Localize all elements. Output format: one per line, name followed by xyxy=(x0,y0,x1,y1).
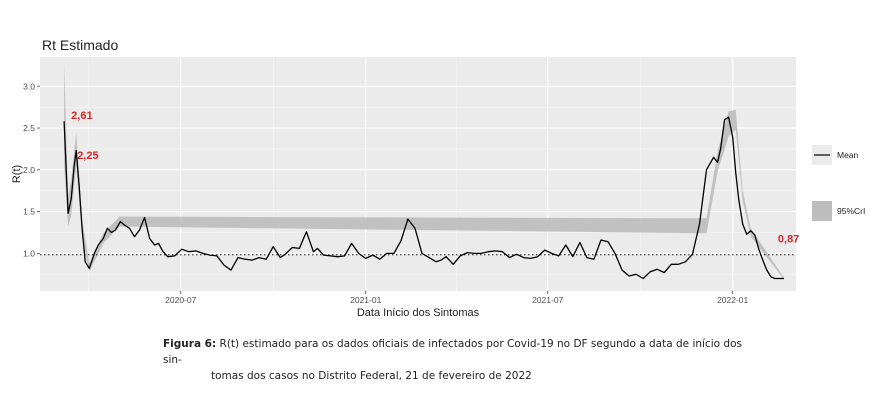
chart-title: Rt Estimado xyxy=(42,37,118,53)
legend-label-ci: 95%CrI xyxy=(837,206,865,216)
caption-label: Figura 6: xyxy=(163,338,217,350)
x-tick-label: 2021-01 xyxy=(350,295,381,305)
series-line-mean xyxy=(63,116,784,280)
x-tick-label: 2021-07 xyxy=(532,295,563,305)
x-tick-label: 2022-01 xyxy=(717,295,748,305)
y-axis-ticks: 1.0 1.5 2.0 2.5 3.0 xyxy=(23,81,40,258)
series-layer xyxy=(63,116,784,280)
annotation-label: 2,25 xyxy=(77,150,98,162)
annotation-label: 2,61 xyxy=(71,110,92,122)
y-tick-label: 1.0 xyxy=(23,248,35,258)
figure-caption: Figura 6: R(t) estimado para os dados of… xyxy=(163,336,763,384)
ci-band xyxy=(64,61,784,280)
legend: Mean 95%CrI xyxy=(812,145,865,221)
legend-label-mean: Mean xyxy=(837,150,859,160)
annotation-label: 0,87 xyxy=(778,234,799,246)
y-tick-label: 2.0 xyxy=(23,165,35,175)
x-tick-label: 2020-07 xyxy=(165,295,196,305)
x-axis-label: Data Início dos Sintomas xyxy=(357,307,480,319)
y-axis-label: R(t) xyxy=(11,165,23,183)
plot-panel xyxy=(40,57,796,291)
ci-band-layer xyxy=(64,61,784,280)
caption-line-1: R(t) estimado para os dados oficiais de … xyxy=(163,338,742,366)
legend-key-ci xyxy=(812,201,832,221)
x-axis-ticks: 2020-07 2021-01 2021-07 2022-01 xyxy=(165,291,749,305)
y-tick-label: 2.5 xyxy=(23,123,35,133)
y-tick-label: 1.5 xyxy=(23,207,35,217)
annotations: 2,61 2,25 0,87 xyxy=(71,110,799,246)
grid-lines xyxy=(40,57,796,291)
caption-line-2: tomas dos casos no Distrito Federal, 21 … xyxy=(211,370,532,382)
y-tick-label: 3.0 xyxy=(23,81,35,91)
